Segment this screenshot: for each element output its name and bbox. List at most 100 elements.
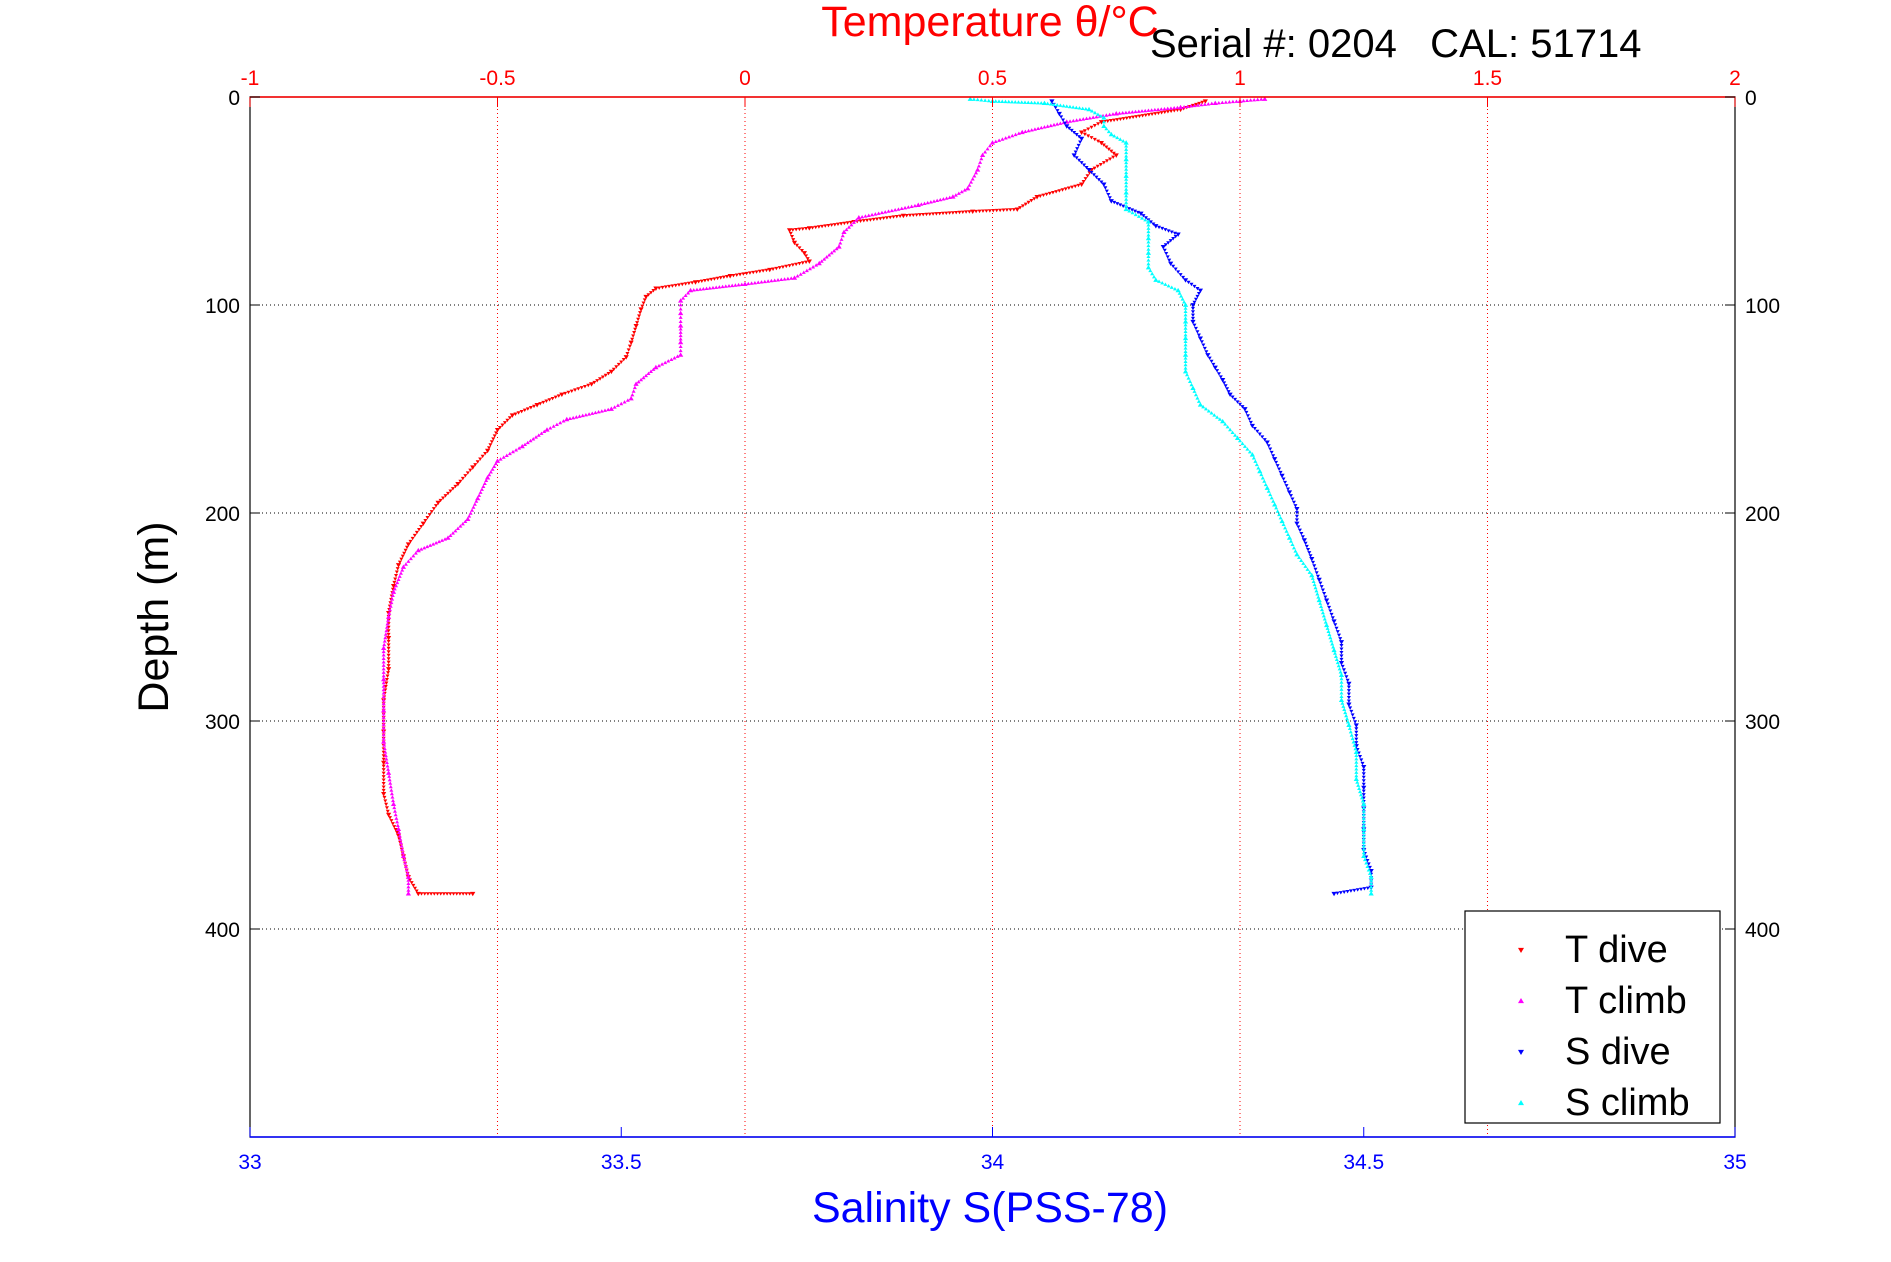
data-point — [1000, 137, 1005, 141]
data-point — [381, 660, 386, 664]
data-point — [1137, 114, 1142, 118]
data-point — [903, 205, 908, 210]
data-point — [1105, 119, 1110, 123]
data-point — [640, 304, 645, 309]
data-point — [797, 227, 802, 232]
data-point — [502, 421, 507, 425]
data-point — [822, 257, 827, 261]
data-point — [385, 764, 390, 768]
data-point — [1145, 264, 1152, 270]
data-point — [977, 209, 982, 214]
data-point — [396, 577, 401, 581]
data-point — [381, 736, 386, 740]
data-point — [1157, 279, 1162, 283]
data-point — [381, 676, 387, 682]
data-point — [1013, 100, 1018, 104]
data-point — [415, 547, 421, 553]
data-point — [392, 805, 397, 810]
data-point — [1354, 727, 1359, 731]
data-point — [678, 310, 684, 316]
data-point — [384, 625, 389, 629]
data-point — [976, 164, 981, 168]
data-point — [504, 453, 509, 457]
data-point — [1101, 143, 1106, 147]
data-point — [997, 138, 1002, 142]
data-point — [579, 386, 584, 390]
data-point — [386, 650, 391, 654]
data-point — [1348, 729, 1353, 734]
data-point — [1029, 128, 1034, 132]
data-point — [395, 823, 400, 827]
data-point — [1148, 268, 1153, 273]
data-point — [1326, 629, 1331, 633]
data-point — [1075, 147, 1080, 151]
data-point — [1339, 650, 1344, 655]
data-point — [924, 212, 929, 217]
data-point — [1112, 134, 1117, 138]
data-point — [1054, 190, 1059, 194]
data-point — [1296, 525, 1301, 529]
data-point — [871, 217, 876, 222]
data-point — [900, 213, 906, 219]
data-point — [1057, 189, 1062, 193]
data-point — [479, 487, 484, 491]
data-point — [1095, 112, 1100, 116]
data-point — [547, 398, 552, 402]
data-point — [1322, 617, 1327, 621]
data-point — [1183, 356, 1188, 360]
data-point — [1268, 492, 1273, 497]
data-point — [1149, 108, 1154, 112]
data-point — [1183, 326, 1188, 330]
data-point — [1281, 522, 1286, 527]
data-point — [638, 311, 643, 315]
data-point — [989, 140, 996, 145]
data-point — [636, 379, 641, 384]
data-point — [678, 307, 683, 311]
data-point — [1303, 541, 1308, 546]
data-point — [1354, 767, 1359, 771]
data-point — [381, 760, 387, 766]
data-point — [774, 266, 779, 271]
data-point — [1190, 319, 1196, 325]
data-point — [1143, 108, 1148, 113]
data-point — [1146, 247, 1151, 251]
salinity-tick-label: 33.5 — [601, 1151, 642, 1174]
data-point — [648, 291, 653, 295]
data-point — [1086, 106, 1092, 112]
data-point — [1064, 104, 1069, 108]
data-point — [1186, 280, 1191, 285]
data-point — [932, 199, 936, 203]
data-point — [836, 244, 842, 249]
data-point — [667, 284, 672, 289]
data-point — [1146, 243, 1151, 248]
data-point — [402, 857, 407, 862]
data-point — [1329, 638, 1334, 643]
data-point — [1248, 98, 1253, 102]
data-point — [534, 403, 540, 408]
data-point — [678, 344, 683, 348]
data-point — [749, 281, 754, 285]
data-point — [619, 401, 624, 406]
legend-box — [1464, 910, 1721, 1124]
data-point — [1042, 125, 1047, 129]
data-point — [406, 559, 411, 563]
data-point — [381, 667, 386, 671]
data-point — [428, 543, 433, 547]
data-point — [381, 698, 386, 702]
data-point — [381, 771, 386, 775]
data-point — [1338, 640, 1345, 645]
data-point — [1183, 329, 1188, 334]
data-point — [1167, 258, 1172, 263]
data-point — [1226, 390, 1231, 394]
data-point — [938, 197, 943, 202]
data-point — [1307, 551, 1312, 555]
series-t-climb — [381, 96, 1268, 896]
data-point — [1098, 162, 1103, 167]
data-point — [411, 553, 416, 558]
data-point — [1124, 187, 1129, 191]
data-point — [381, 649, 386, 654]
data-point — [616, 362, 621, 367]
data-point — [1369, 884, 1374, 889]
data-point — [458, 524, 463, 528]
data-point — [381, 705, 386, 709]
